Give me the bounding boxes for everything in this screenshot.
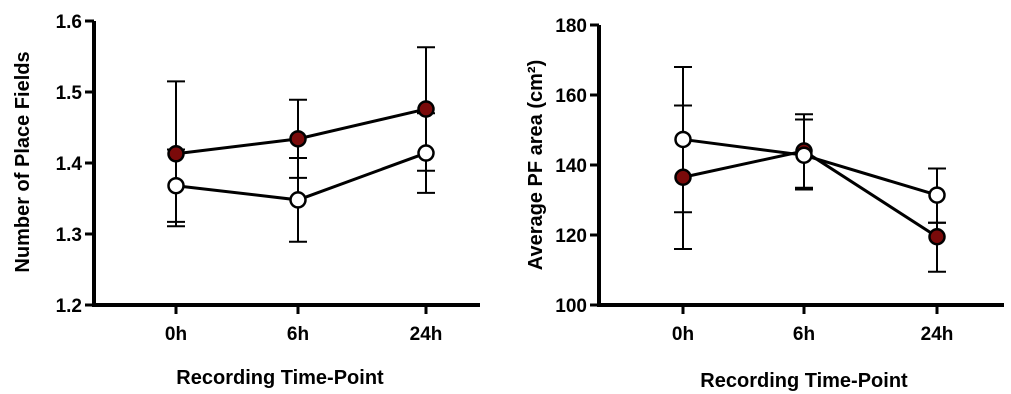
left-x-axis-title: Recording Time-Point [176, 367, 384, 389]
right-x-tick-label: 6h [793, 324, 815, 345]
left-y-tick-label: 1.5 [56, 83, 83, 104]
left-y-tick-label: 1.2 [56, 296, 82, 317]
right-chart: Recording Time-Point Average PF area (cm… [525, 16, 1004, 392]
left-data-point-filled [167, 145, 185, 163]
right-y-tick-label: 180 [555, 16, 587, 37]
right-data-point-open [674, 130, 692, 149]
right-data-point-filled [674, 168, 692, 186]
right-y-tick-label: 140 [555, 156, 587, 177]
left-data-point-filled [289, 130, 307, 148]
left-x-tick-label: 6h [287, 324, 309, 345]
right-data-point-open [928, 186, 946, 204]
left-x-tick-label: 0h [165, 324, 187, 345]
left-data-point-filled [417, 100, 435, 118]
left-data-point-open [417, 144, 435, 162]
right-y-tick-label: 100 [555, 296, 587, 317]
left-x-tick-label: 24h [410, 324, 443, 345]
right-x-tick-label: 0h [672, 324, 694, 345]
right-series-line-1 [682, 149, 938, 239]
left-chart: Recording Time-Point Number of Place Fie… [12, 12, 480, 389]
left-y-axis-title: Number of Place Fields [12, 51, 34, 272]
right-data-point-filled [928, 228, 946, 246]
right-data-point-open [795, 146, 813, 164]
right-y-tick-label: 120 [555, 226, 587, 247]
right-y-axis-title: Average PF area (cm²) [525, 60, 547, 270]
right-x-axis-title: Recording Time-Point [700, 370, 908, 392]
left-y-tick-label: 1.6 [56, 12, 82, 33]
left-y-tick-label: 1.4 [56, 154, 83, 175]
right-x-tick-label: 24h [921, 324, 954, 345]
left-y-tick-label: 1.3 [56, 225, 82, 246]
left-data-point-open [167, 176, 185, 195]
left-data-point-open [289, 191, 307, 209]
right-y-tick-label: 160 [555, 86, 587, 107]
